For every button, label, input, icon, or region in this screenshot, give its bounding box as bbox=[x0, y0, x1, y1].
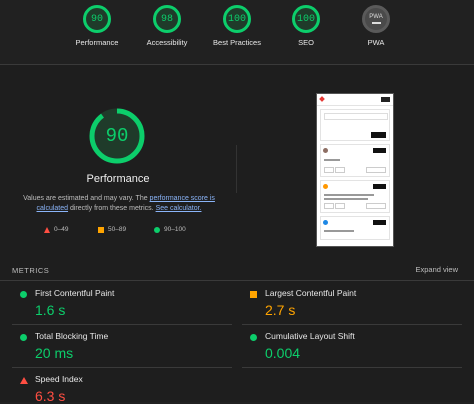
performance-label: Performance bbox=[75, 38, 119, 47]
thumb-add-comment bbox=[366, 167, 386, 173]
pwa-badge-gauge[interactable]: PWA PWA bbox=[341, 5, 411, 47]
metric-name: First Contentful Paint bbox=[35, 288, 115, 298]
metric-value: 1.6 s bbox=[35, 302, 66, 318]
performance-big-gauge bbox=[89, 108, 145, 164]
thumb-text-line bbox=[324, 198, 368, 200]
good-circle-icon bbox=[250, 334, 257, 341]
thumb-header-button bbox=[381, 96, 390, 102]
thumb-post-button bbox=[371, 132, 386, 138]
expand-view-toggle[interactable]: Expand view bbox=[415, 265, 458, 274]
poor-triangle-icon bbox=[20, 377, 28, 384]
thumb-logo-icon bbox=[319, 96, 325, 102]
good-circle-icon bbox=[20, 291, 27, 298]
pwa-dash bbox=[371, 22, 381, 24]
metric-name: Total Blocking Time bbox=[35, 331, 109, 341]
legend-average: 50–89 bbox=[98, 226, 126, 233]
metric-divider bbox=[12, 324, 232, 325]
metric-cumulative-layout-shift[interactable]: Cumulative Layout Shift 0.004 bbox=[242, 327, 462, 369]
metrics-header: METRICS Expand view bbox=[0, 258, 474, 281]
metric-value: 2.7 s bbox=[265, 302, 296, 318]
good-circle-icon bbox=[20, 334, 27, 341]
thumb-avatar bbox=[323, 184, 328, 189]
best-practices-label: Best Practices bbox=[213, 38, 261, 47]
thumb-compose-box bbox=[320, 109, 390, 141]
metric-name: Largest Contentful Paint bbox=[265, 288, 357, 298]
square-icon bbox=[98, 226, 104, 233]
accessibility-score: 98 bbox=[153, 5, 181, 33]
metric-divider bbox=[242, 367, 462, 368]
legend-good-label: 90–100 bbox=[164, 226, 186, 233]
see-calculator-link[interactable]: See calculator. bbox=[155, 205, 202, 212]
desc-text-1: Values are estimated and may vary. The bbox=[23, 195, 150, 202]
thumb-delete-button bbox=[373, 219, 386, 225]
thumb-card bbox=[320, 216, 390, 240]
thumb-chip bbox=[324, 203, 334, 209]
triangle-icon bbox=[44, 226, 50, 233]
performance-title: Performance bbox=[86, 173, 150, 185]
performance-score-link[interactable]: performance score is calculated bbox=[36, 195, 215, 212]
thumb-text-line bbox=[324, 194, 374, 196]
accessibility-score-gauge[interactable]: 98 Accessibility bbox=[132, 5, 202, 47]
performance-score: 90 bbox=[83, 5, 111, 33]
metric-divider bbox=[12, 367, 232, 368]
performance-section: 90 Performance Values are estimated and … bbox=[0, 65, 474, 404]
thumb-input bbox=[324, 113, 388, 120]
thumb-card bbox=[320, 144, 390, 177]
accessibility-label: Accessibility bbox=[146, 38, 188, 47]
thumb-delete-button bbox=[373, 147, 386, 153]
thumb-chip bbox=[324, 167, 334, 173]
metric-total-blocking-time[interactable]: Total Blocking Time 20 ms bbox=[12, 327, 232, 369]
metric-name: Cumulative Layout Shift bbox=[265, 331, 355, 341]
average-square-icon bbox=[250, 291, 257, 298]
section-divider bbox=[236, 145, 237, 193]
thumb-text-line bbox=[324, 159, 340, 161]
thumb-avatar bbox=[323, 220, 328, 225]
legend-good: 90–100 bbox=[154, 226, 186, 233]
desc-text-2: directly from these metrics. bbox=[68, 205, 156, 212]
metric-value: 20 ms bbox=[35, 345, 74, 361]
pwa-label: PWA bbox=[367, 38, 385, 47]
metric-first-contentful-paint[interactable]: First Contentful Paint 1.6 s bbox=[12, 284, 232, 326]
thumb-avatar bbox=[323, 148, 328, 153]
performance-score-gauge[interactable]: 90 Performance bbox=[62, 5, 132, 47]
legend-poor: 0–49 bbox=[44, 226, 68, 233]
seo-label: SEO bbox=[298, 38, 314, 47]
best-practices-score: 100 bbox=[223, 5, 251, 33]
metric-value: 0.004 bbox=[265, 345, 301, 361]
pwa-badge-icon: PWA bbox=[362, 5, 390, 33]
metric-value: 6.3 s bbox=[35, 388, 66, 404]
metric-speed-index[interactable]: Speed Index 6.3 s bbox=[12, 370, 232, 404]
thumb-delete-button bbox=[373, 183, 386, 189]
circle-icon bbox=[154, 226, 160, 233]
thumb-card bbox=[320, 180, 390, 213]
metric-name: Speed Index bbox=[35, 374, 83, 384]
thumb-header bbox=[317, 94, 393, 106]
seo-score: 100 bbox=[292, 5, 320, 33]
performance-description: Values are estimated and may vary. The p… bbox=[14, 194, 224, 214]
legend-poor-label: 0–49 bbox=[54, 226, 69, 233]
thumb-chip bbox=[335, 167, 345, 173]
category-scores-bar: 90 Performance 98 Accessibility 100 Best… bbox=[0, 0, 474, 65]
metric-divider bbox=[242, 324, 462, 325]
metrics-title: METRICS bbox=[12, 266, 50, 275]
thumb-add-comment bbox=[366, 203, 386, 209]
thumb-chip bbox=[335, 203, 345, 209]
page-screenshot-thumbnail[interactable] bbox=[316, 93, 394, 247]
pwa-badge-text: PWA bbox=[369, 14, 383, 20]
metric-largest-contentful-paint[interactable]: Largest Contentful Paint 2.7 s bbox=[242, 284, 462, 326]
seo-score-gauge[interactable]: 100 SEO bbox=[271, 5, 341, 47]
thumb-text-line bbox=[324, 230, 354, 232]
performance-big-score: 90 bbox=[105, 125, 129, 147]
best-practices-score-gauge[interactable]: 100 Best Practices bbox=[202, 5, 272, 47]
gauge-arc bbox=[89, 108, 145, 164]
legend-average-label: 50–89 bbox=[108, 226, 127, 233]
